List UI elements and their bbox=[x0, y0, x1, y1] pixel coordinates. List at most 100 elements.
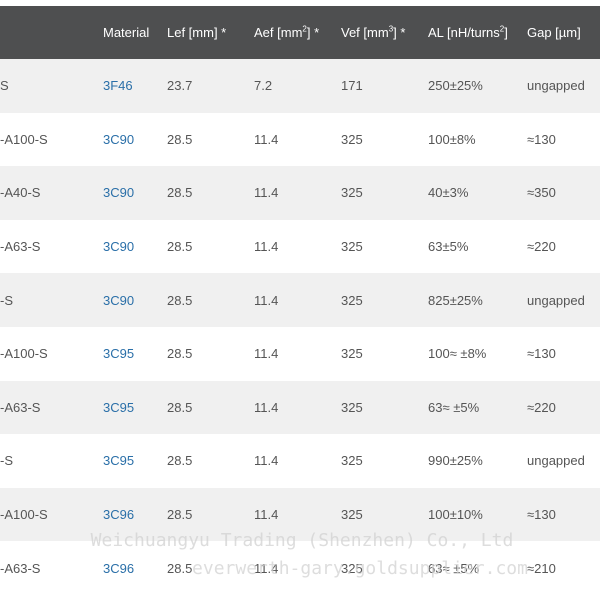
cell-gap: ≈130 bbox=[527, 131, 556, 147]
cell-lef: 28.5 bbox=[167, 239, 193, 255]
material-link[interactable]: 3C90 bbox=[103, 239, 135, 255]
material-link[interactable]: 3C96 bbox=[103, 507, 135, 523]
cell-type: -A100-S bbox=[0, 327, 103, 381]
table-row: -S 3C95 28.5 11.4 325 990±25% ungapped bbox=[0, 434, 600, 488]
cell-al: 100±8% bbox=[428, 131, 476, 147]
header-aef-tail: ] * bbox=[306, 25, 320, 40]
cell-aef: 11.4 bbox=[254, 399, 279, 415]
cell-gap: ≈350 bbox=[527, 185, 556, 201]
cell-al: 63±5% bbox=[428, 239, 469, 255]
material-link[interactable]: 3C95 bbox=[103, 346, 135, 362]
cell-gap: ≈220 bbox=[527, 239, 556, 255]
table-row: -A100-S 3C95 28.5 11.4 325 100≈ ±8% ≈130 bbox=[0, 326, 600, 381]
cell-vef: 325 bbox=[341, 453, 363, 469]
cell-lef: 28.5 bbox=[167, 346, 193, 362]
header-gap: Gap [µm] bbox=[527, 25, 581, 40]
cell-lef: 28.5 bbox=[167, 185, 193, 201]
cell-lef: 23.7 bbox=[167, 78, 193, 94]
material-link[interactable]: 3C90 bbox=[103, 185, 135, 201]
cell-type-text: -A63-S bbox=[0, 560, 41, 576]
cell-type: -A40-S bbox=[0, 166, 103, 220]
cell-gap: ≈130 bbox=[527, 507, 556, 523]
cell-material: 3C95 bbox=[103, 434, 167, 488]
cell-type: -S bbox=[0, 273, 103, 327]
cell-material: 3C95 bbox=[103, 381, 167, 435]
cell-vef: 171 bbox=[341, 78, 363, 94]
cell-al: 100≈ ±8% bbox=[428, 346, 487, 362]
cell-lef: 28.5 bbox=[167, 453, 193, 469]
cell-aef: 11.4 bbox=[254, 131, 279, 147]
cell-type: -A100-S bbox=[0, 113, 103, 167]
cell-type-text: S bbox=[0, 78, 9, 94]
cell-lef: 28.5 bbox=[167, 399, 193, 415]
material-link[interactable]: 3C96 bbox=[103, 560, 135, 576]
header-lef: Lef [mm] * bbox=[167, 25, 227, 40]
cell-lef: 28.5 bbox=[167, 292, 193, 308]
cell-aef: 11.4 bbox=[254, 453, 279, 469]
cell-type-text: -A40-S bbox=[0, 185, 41, 201]
specification-table: Material Lef [mm] * Aef [mm2] * Vef [mm3… bbox=[0, 6, 600, 595]
cell-type-text: -A100-S bbox=[0, 346, 48, 362]
cell-material: 3F46 bbox=[103, 59, 167, 113]
header-vef-sup: 3 bbox=[388, 24, 394, 34]
header-al-sup: 2 bbox=[499, 24, 505, 34]
cell-type-text: -S bbox=[0, 292, 13, 308]
cell-material: 3C90 bbox=[103, 220, 167, 274]
header-aef: Aef [mm2] * bbox=[254, 6, 341, 59]
header-al-text: AL [nH/turns bbox=[428, 25, 500, 40]
cell-material: 3C90 bbox=[103, 166, 167, 220]
cell-gap: ≈210 bbox=[527, 560, 556, 576]
cell-lef: 28.5 bbox=[167, 507, 193, 523]
cell-type-text: -S bbox=[0, 453, 13, 469]
cell-al: 100±10% bbox=[428, 507, 483, 523]
table-row: -A40-S 3C90 28.5 11.4 325 40±3% ≈350 bbox=[0, 166, 600, 220]
material-link[interactable]: 3C95 bbox=[103, 399, 135, 415]
table-row: -A63-S 3C90 28.5 11.4 325 63±5% ≈220 bbox=[0, 219, 600, 274]
table-row: -A100-S 3C96 28.5 11.4 325 100±10% ≈130 bbox=[0, 487, 600, 542]
cell-vef: 325 bbox=[341, 292, 363, 308]
material-link[interactable]: 3C90 bbox=[103, 292, 135, 308]
cell-material: 3C90 bbox=[103, 273, 167, 327]
cell-type-text: -A63-S bbox=[0, 399, 41, 415]
header-al: AL [nH/turns2] bbox=[428, 6, 527, 59]
table-row: -S 3C90 28.5 11.4 325 825±25% ungapped bbox=[0, 273, 600, 327]
cell-gap: ≈130 bbox=[527, 346, 556, 362]
material-link[interactable]: 3C90 bbox=[103, 131, 135, 147]
header-vef-tail: ] * bbox=[393, 25, 406, 40]
cell-material: 3C96 bbox=[103, 541, 167, 595]
cell-gap: ungapped bbox=[527, 78, 585, 94]
cell-type: S bbox=[0, 59, 103, 113]
cell-aef: 11.4 bbox=[254, 346, 279, 362]
cell-type: -A100-S bbox=[0, 488, 103, 542]
header-aef-sup: 2 bbox=[302, 24, 307, 34]
cell-gap: ungapped bbox=[527, 292, 585, 308]
cell-aef: 7.2 bbox=[254, 78, 273, 94]
cell-aef: 11.4 bbox=[254, 560, 279, 576]
cell-vef: 325 bbox=[341, 239, 363, 255]
cell-vef: 325 bbox=[341, 346, 363, 362]
cell-material: 3C95 bbox=[103, 327, 167, 381]
cell-al: 990±25% bbox=[428, 453, 483, 469]
cell-material: 3C90 bbox=[103, 113, 167, 167]
material-link[interactable]: 3C95 bbox=[103, 453, 135, 469]
top-strip bbox=[0, 0, 600, 6]
cell-type: -A63-S bbox=[0, 541, 103, 595]
cell-type: -A63-S bbox=[0, 220, 103, 274]
cell-type: -A63-S bbox=[0, 381, 103, 435]
cell-al: 40±3% bbox=[428, 185, 469, 201]
header-material: Material bbox=[103, 25, 150, 40]
header-vef: Vef [mm3] * bbox=[341, 6, 428, 59]
header-vef-text: Vef [mm bbox=[341, 25, 389, 40]
header-aef-text: Aef [mm bbox=[254, 25, 303, 40]
cell-aef: 11.4 bbox=[254, 185, 279, 201]
cell-aef: 11.4 bbox=[254, 239, 279, 255]
cell-gap: ≈220 bbox=[527, 399, 556, 415]
header-type bbox=[0, 6, 103, 59]
cell-type-text: -A63-S bbox=[0, 239, 41, 255]
cell-vef: 325 bbox=[341, 560, 363, 576]
cell-al: 825±25% bbox=[428, 292, 483, 308]
cell-type-text: -A100-S bbox=[0, 507, 48, 523]
material-link[interactable]: 3F46 bbox=[103, 78, 133, 94]
table-row: -A63-S 3C96 28.5 11.4 325 63≈ ±5% ≈210 bbox=[0, 541, 600, 595]
